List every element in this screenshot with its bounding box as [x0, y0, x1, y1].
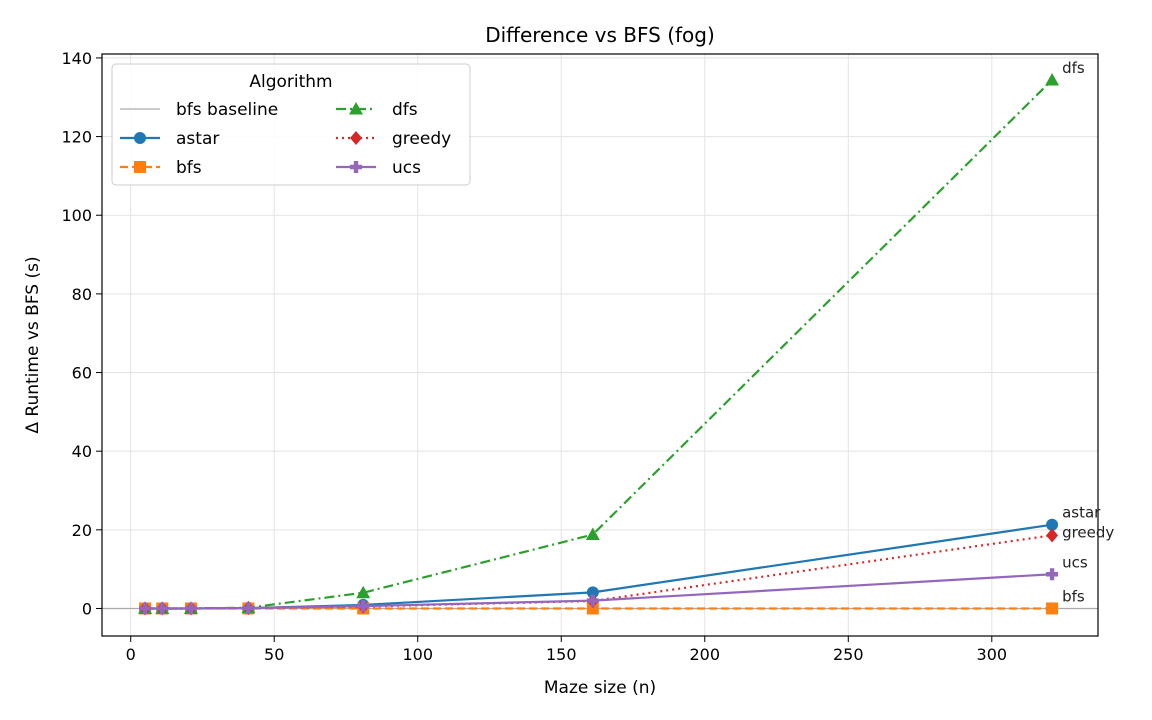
- plot-frame: [101, 53, 1099, 637]
- data-point-dfs: [1045, 72, 1060, 86]
- legend-label: bfs baseline: [176, 100, 278, 120]
- data-point-astar: [1046, 518, 1059, 531]
- legend-entry-bfs: bfs: [120, 158, 202, 178]
- x-tick-label: 300: [977, 645, 1008, 664]
- data-point-dfs: [585, 527, 600, 541]
- data-point-dfs: [356, 585, 371, 599]
- legend-entry-ucs: ucs: [336, 158, 421, 178]
- end-label-greedy: greedy: [1062, 524, 1114, 542]
- legend-label: astar: [176, 129, 219, 149]
- legend-entry-greedy: greedy: [336, 129, 451, 149]
- x-tick-label: 250: [833, 645, 864, 664]
- data-point-ucs: [242, 602, 255, 615]
- x-tick-label: 50: [264, 645, 284, 664]
- data-point-bfs: [586, 602, 599, 615]
- data-point-astar: [586, 586, 599, 599]
- y-tick-label: 100: [61, 206, 92, 225]
- end-label-dfs: dfs: [1062, 59, 1085, 77]
- data-point-ucs: [156, 602, 169, 615]
- legend-entry-bfs-baseline: bfs baseline: [120, 100, 278, 120]
- legend-entry-astar: astar: [120, 129, 219, 149]
- data-point-ucs: [357, 600, 370, 613]
- legend-label: greedy: [392, 129, 451, 149]
- y-tick-label: 20: [72, 521, 92, 540]
- ticks: 0 50 100 150 200 250 300 0 20 40 60 80 100 120 140: [61, 49, 1007, 664]
- series-ucs: [139, 568, 1059, 615]
- data-point-greedy: [1046, 528, 1059, 543]
- legend-swatch-marker: [349, 102, 363, 115]
- y-tick-label: 60: [72, 364, 92, 383]
- x-tick-label: 200: [689, 645, 720, 664]
- x-tick-label: 0: [126, 645, 136, 664]
- legend-entry-dfs: dfs: [336, 100, 418, 120]
- y-axis-label: Δ Runtime vs BFS (s): [23, 256, 43, 433]
- y-tick-label: 40: [72, 442, 92, 461]
- legend-box: [111, 63, 471, 186]
- data-point-ucs: [1046, 568, 1059, 581]
- legend-title: Algorithm: [249, 72, 332, 92]
- y-tick-label: 80: [72, 285, 92, 304]
- legend-swatch-marker: [134, 161, 146, 173]
- series-layer: [138, 72, 1060, 616]
- data-point-ucs: [184, 602, 197, 615]
- data-point-bfs: [1046, 602, 1059, 615]
- end-label-ucs: ucs: [1062, 553, 1088, 571]
- y-tick-label: 0: [82, 599, 92, 618]
- legend: Algorithm bfs baseline astar bfs dfs greedy uc…: [111, 63, 471, 186]
- end-labels: dfs astar greedy ucs bfs: [1062, 59, 1114, 606]
- legend-label: ucs: [392, 158, 421, 178]
- legend-swatch-marker: [350, 131, 362, 145]
- data-point-ucs: [586, 594, 599, 607]
- legend-label: dfs: [392, 100, 418, 120]
- chart-title: Difference vs BFS (fog): [485, 23, 715, 47]
- legend-swatch-marker: [134, 132, 146, 144]
- end-label-bfs: bfs: [1062, 587, 1085, 605]
- x-tick-label: 150: [546, 645, 577, 664]
- end-label-astar: astar: [1062, 504, 1101, 522]
- y-tick-label: 140: [61, 49, 92, 68]
- legend-swatch-marker: [350, 161, 362, 173]
- x-tick-label: 100: [402, 645, 433, 664]
- y-tick-label: 120: [61, 128, 92, 147]
- data-point-ucs: [139, 602, 152, 615]
- legend-label: bfs: [176, 158, 202, 178]
- x-axis-label: Maze size (n): [544, 678, 656, 698]
